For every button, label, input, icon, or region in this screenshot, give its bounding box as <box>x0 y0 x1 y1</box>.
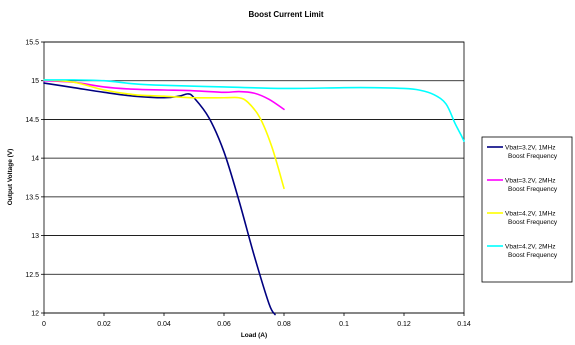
series-line-4 <box>43 79 465 142</box>
x-tick-label: 0.02 <box>97 321 111 328</box>
y-tick-label: 13 <box>31 233 39 240</box>
legend-label-4: Vbat=4.2V, 2MHz <box>505 244 556 251</box>
x-tick-label: 0 <box>42 321 46 328</box>
series-line-2 <box>43 79 285 111</box>
x-tick-label: 0.12 <box>397 321 411 328</box>
y-tick-label: 13.5 <box>25 194 39 201</box>
legend-sublabel-1: Boost Frequency <box>508 153 558 160</box>
x-tick-label: 0.08 <box>277 321 291 328</box>
legend-label-2: Vbat=3.2V, 2MHz <box>505 178 556 185</box>
legend-label-1: Vbat=3.2V, 1MHz <box>505 145 556 152</box>
y-tick-label: 15.5 <box>25 40 39 47</box>
legend-label-3: Vbat=4.2V, 1MHz <box>505 211 556 218</box>
series-line-3 <box>43 79 285 190</box>
x-tick-label: 0.1 <box>339 321 349 328</box>
legend-frame <box>481 136 573 283</box>
y-axis-label: Output Voltage (V) <box>7 149 14 206</box>
series-lines <box>43 79 465 316</box>
y-tick-label: 12 <box>31 311 39 318</box>
x-tick-label: 0.04 <box>157 321 171 328</box>
legend-sublabel-3: Boost Frequency <box>508 219 558 226</box>
legend-sublabel-4: Boost Frequency <box>508 252 558 259</box>
x-axis-label: Load (A) <box>241 332 267 339</box>
y-tick-label: 12.5 <box>25 272 39 279</box>
series-line-1 <box>43 82 276 316</box>
plot-area-frame <box>43 41 465 314</box>
grid-lines <box>44 41 464 314</box>
legend-sublabel-2: Boost Frequency <box>508 186 558 193</box>
y-tick-label: 14.5 <box>25 117 39 124</box>
axis-ticks: 12 12.5 13 13.5 14 14.5 15 15.5 0 0.02 0.04 0.06 0.0… <box>25 40 471 329</box>
chart-title: Boost Current Limit <box>248 10 323 19</box>
x-tick-label: 0.06 <box>217 321 231 328</box>
x-tick-label: 0.14 <box>457 321 471 328</box>
y-tick-label: 14 <box>31 156 39 163</box>
y-tick-label: 15 <box>31 78 39 85</box>
